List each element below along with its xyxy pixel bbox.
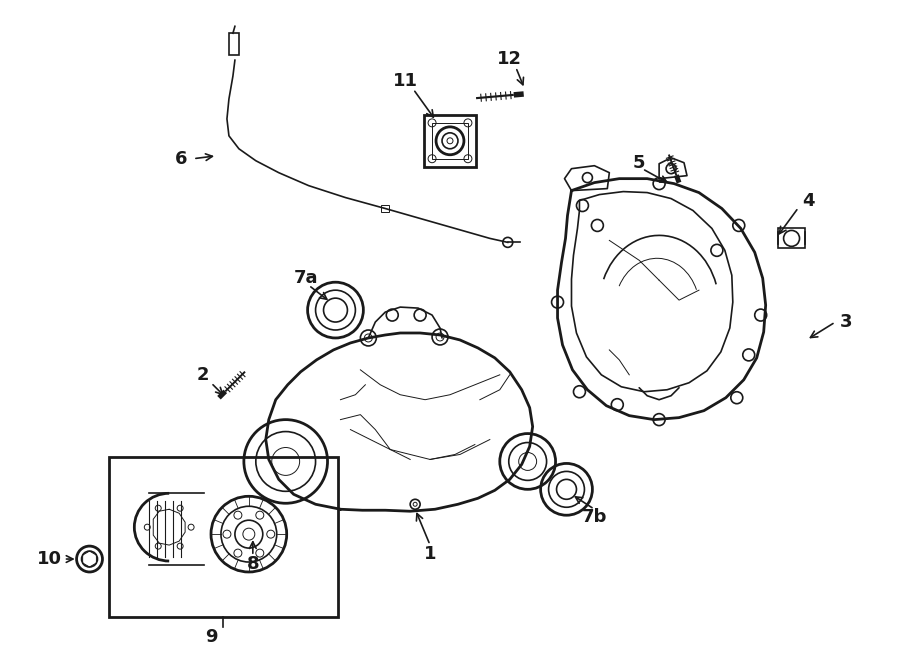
Text: 1: 1: [424, 545, 436, 563]
Bar: [424, 115, 476, 167]
Text: 8: 8: [247, 555, 259, 573]
Bar: [110, 457, 338, 617]
Text: 6: 6: [175, 150, 187, 168]
Bar: [432, 123, 468, 159]
Bar: [229, 33, 238, 55]
Text: 11: 11: [392, 72, 418, 90]
Text: 4: 4: [802, 192, 814, 210]
Text: 9: 9: [205, 628, 217, 646]
Bar: [778, 229, 806, 249]
Text: 5: 5: [633, 154, 645, 172]
Text: 2: 2: [197, 366, 210, 384]
Bar: [382, 204, 390, 212]
Text: 7a: 7a: [293, 269, 318, 288]
Text: 10: 10: [37, 550, 62, 568]
Text: 12: 12: [497, 50, 522, 68]
Text: 7b: 7b: [581, 508, 608, 526]
Text: 3: 3: [840, 313, 852, 331]
